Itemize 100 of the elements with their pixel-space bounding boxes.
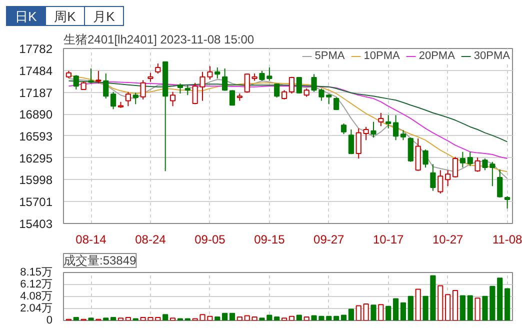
bar [363, 304, 369, 320]
y-tick-label: 16890 [19, 108, 53, 122]
bar [236, 316, 242, 320]
x-tick-label: 11-08 [492, 232, 522, 246]
bar [222, 312, 228, 320]
bar [378, 304, 384, 320]
y-tick-label: 4.08万 [20, 290, 53, 302]
x-tick-label: 09-15 [254, 232, 286, 246]
candlestick [281, 90, 288, 100]
candlestick [370, 121, 376, 138]
x-tick-label: 08-24 [135, 232, 166, 246]
bar [497, 278, 503, 320]
candlestick [274, 83, 280, 98]
bar [392, 298, 399, 320]
candlestick [356, 128, 362, 159]
bar [445, 294, 451, 320]
y-tick-label: 17484 [19, 64, 53, 78]
candlestick [430, 164, 436, 192]
bar [162, 314, 168, 320]
bar [229, 312, 236, 320]
candlestick [460, 151, 466, 168]
candlestick [311, 74, 317, 92]
text: 月K [84, 6, 124, 26]
candlestick [207, 66, 213, 80]
bar [296, 314, 302, 320]
bar [170, 318, 176, 320]
candlestick [386, 114, 392, 129]
candlestick [504, 196, 510, 209]
bar [118, 318, 124, 320]
text: 日K [6, 6, 46, 26]
bar [356, 305, 362, 320]
x-tick-label: 09-27 [314, 232, 345, 246]
candlestick [177, 83, 184, 94]
bar [452, 290, 458, 320]
text: 成交量:53849 [64, 254, 137, 268]
bar [304, 316, 310, 320]
candlestick [363, 126, 369, 141]
candlestick [452, 156, 458, 178]
candlestick [214, 66, 220, 80]
candlestick [408, 137, 414, 162]
bar [110, 317, 116, 320]
candlestick [125, 91, 131, 107]
bar [340, 314, 347, 320]
candlestick [348, 128, 354, 155]
candlestick [132, 92, 138, 105]
y-tick-label: 2.04万 [20, 302, 53, 314]
candlestick [155, 63, 161, 74]
candlestick [474, 157, 480, 172]
candlestick [467, 151, 473, 167]
candlestick [288, 76, 295, 94]
x-tick-label: 10-27 [432, 232, 464, 246]
legend-label: 20PMA [418, 50, 455, 62]
bar [334, 316, 340, 320]
bar [370, 304, 376, 320]
candlestick [222, 68, 228, 92]
y-tick-label: 15403 [19, 217, 53, 231]
candlestick [229, 90, 236, 106]
x-tick-label: 08-14 [76, 232, 107, 246]
y-tick-label: 0 [46, 314, 53, 326]
legend-label: 5PMA [314, 50, 345, 62]
bar [88, 318, 94, 320]
y-tick-label: 17782 [19, 42, 53, 56]
x-tick-label: 09-05 [194, 232, 226, 246]
candlestick [340, 122, 347, 135]
y-tick-label: 15701 [19, 195, 53, 210]
candlestick [88, 68, 94, 84]
bar [386, 306, 392, 320]
bar [460, 295, 466, 320]
bar [504, 288, 510, 320]
candlestick [415, 138, 421, 172]
legend-label: 30PMA [474, 50, 510, 62]
y-tick-label: 15998 [19, 173, 53, 188]
y-tick-label: 16295 [19, 151, 53, 166]
candlestick [438, 170, 444, 194]
bar [103, 318, 109, 320]
candlestick [96, 70, 102, 84]
bar [474, 298, 480, 320]
y-tick-label: 16593 [19, 129, 53, 144]
candlestick [296, 76, 302, 94]
y-tick-label: 17187 [19, 86, 53, 100]
bar [274, 316, 280, 320]
candlestick [334, 96, 340, 111]
bar [214, 316, 220, 320]
bar [348, 308, 354, 320]
candlestick [103, 73, 109, 100]
chart-title: 生猪2401[lh2401] 2023-11-08 15:00 [64, 32, 254, 46]
bar [288, 316, 295, 320]
legend-label: 10PMA [364, 50, 400, 62]
bar [438, 285, 444, 320]
candlestick [445, 170, 451, 187]
text: 周K [45, 6, 85, 26]
candlestick [378, 112, 384, 127]
x-tick-label: 10-17 [373, 232, 404, 246]
bar [281, 318, 288, 320]
bar [415, 288, 421, 320]
candlestick [422, 149, 428, 168]
y-tick-label: 8.15万 [20, 266, 53, 278]
bar [467, 295, 473, 320]
candlestick [140, 80, 146, 100]
bar [400, 302, 406, 320]
